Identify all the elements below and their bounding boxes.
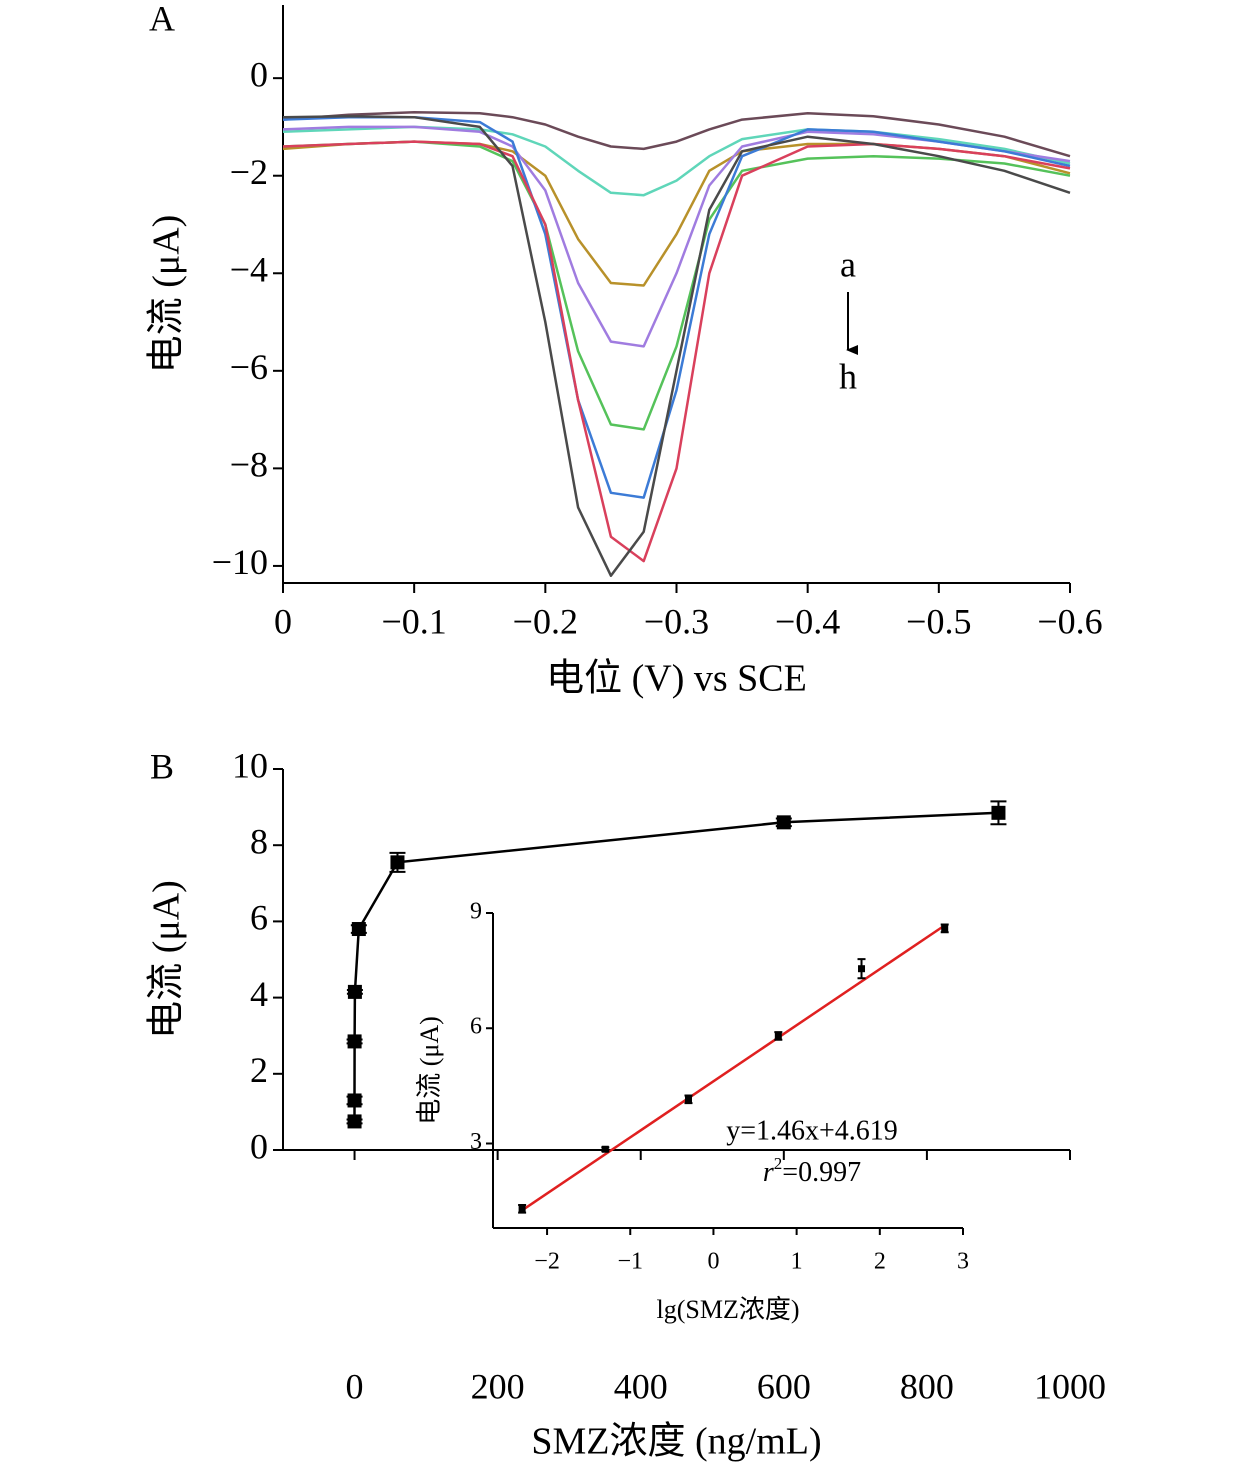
marker	[347, 1093, 362, 1108]
marker	[601, 1145, 609, 1153]
y-tick-label: 3	[470, 1129, 482, 1155]
panel-label: B	[150, 746, 174, 786]
y-tick-label: 6	[470, 1014, 482, 1040]
x-tick-label: −0.4	[775, 601, 840, 641]
y-tick-label: −4	[230, 250, 268, 290]
y-tick-label: 9	[470, 899, 482, 925]
x-tick-label: −1	[617, 1249, 643, 1275]
marker	[684, 1095, 692, 1103]
y-tick-label: −6	[230, 347, 268, 387]
marker	[347, 1034, 362, 1049]
r-squared-part: =0.997	[782, 1157, 861, 1188]
x-tick-label: 2	[874, 1249, 886, 1275]
y-axis-label: 电流 (μA)	[415, 1016, 444, 1125]
connecting-line	[353, 811, 999, 1122]
marker	[347, 1114, 362, 1129]
x-tick-label: −2	[534, 1249, 560, 1275]
marker	[991, 805, 1006, 820]
annotation: h	[839, 356, 857, 396]
x-tick-label: −0.1	[382, 601, 447, 641]
x-axis-label: 电位 (V) vs SCE	[546, 658, 807, 700]
y-tick-label: 0	[250, 1126, 268, 1166]
equation: y=1.46x+4.619	[726, 1115, 898, 1146]
marker	[776, 815, 791, 830]
marker	[858, 965, 866, 973]
x-tick-label: 400	[614, 1366, 668, 1406]
r-squared: r2=0.997	[763, 1154, 861, 1189]
marker	[351, 922, 366, 937]
marker	[941, 924, 949, 932]
x-tick-label: 600	[757, 1366, 811, 1406]
x-tick-label: 200	[471, 1366, 525, 1406]
y-tick-label: 8	[250, 821, 268, 861]
line-series	[282, 140, 1071, 287]
fit-line	[521, 924, 946, 1212]
x-tick-label: 0	[346, 1366, 364, 1406]
line-series	[282, 125, 1071, 348]
y-tick-label: 4	[250, 974, 268, 1014]
y-axis-label: 电流 (μA)	[146, 880, 188, 1039]
panel-label: A	[149, 0, 175, 38]
x-axis-label: lg(SMZ浓度)	[656, 1295, 799, 1324]
y-tick-label: −2	[230, 152, 268, 192]
marker	[347, 984, 362, 999]
x-tick-label: 0	[274, 601, 292, 641]
line-series	[282, 114, 1071, 577]
x-tick-label: 3	[957, 1249, 969, 1275]
line-series	[282, 140, 1071, 431]
y-tick-label: 0	[250, 54, 268, 94]
marker	[518, 1205, 526, 1213]
x-axis-label: SMZ浓度 (ng/mL)	[531, 1421, 821, 1463]
y-tick-label: −8	[230, 445, 268, 485]
y-tick-label: 6	[250, 898, 268, 938]
marker	[390, 855, 405, 870]
annotation: a	[840, 244, 856, 284]
y-tick-label: 10	[232, 745, 268, 785]
line-series	[282, 125, 1071, 197]
r-squared-part: r	[763, 1157, 774, 1188]
x-tick-label: 800	[900, 1366, 954, 1406]
line-series	[282, 140, 1071, 563]
x-tick-label: 1000	[1034, 1366, 1106, 1406]
r-squared-part: 2	[774, 1154, 783, 1173]
x-tick-label: 1	[791, 1249, 803, 1275]
y-tick-label: −10	[212, 542, 268, 582]
y-axis-label: 电流 (μA)	[146, 215, 188, 374]
marker	[774, 1032, 782, 1040]
y-tick-label: 2	[250, 1050, 268, 1090]
x-tick-label: −0.2	[513, 601, 578, 641]
x-tick-label: −0.3	[644, 601, 709, 641]
x-tick-label: −0.5	[906, 601, 971, 641]
line-series	[282, 115, 1071, 499]
x-tick-label: −0.6	[1037, 601, 1102, 641]
line-series	[282, 111, 1071, 158]
x-tick-label: 0	[707, 1249, 719, 1275]
